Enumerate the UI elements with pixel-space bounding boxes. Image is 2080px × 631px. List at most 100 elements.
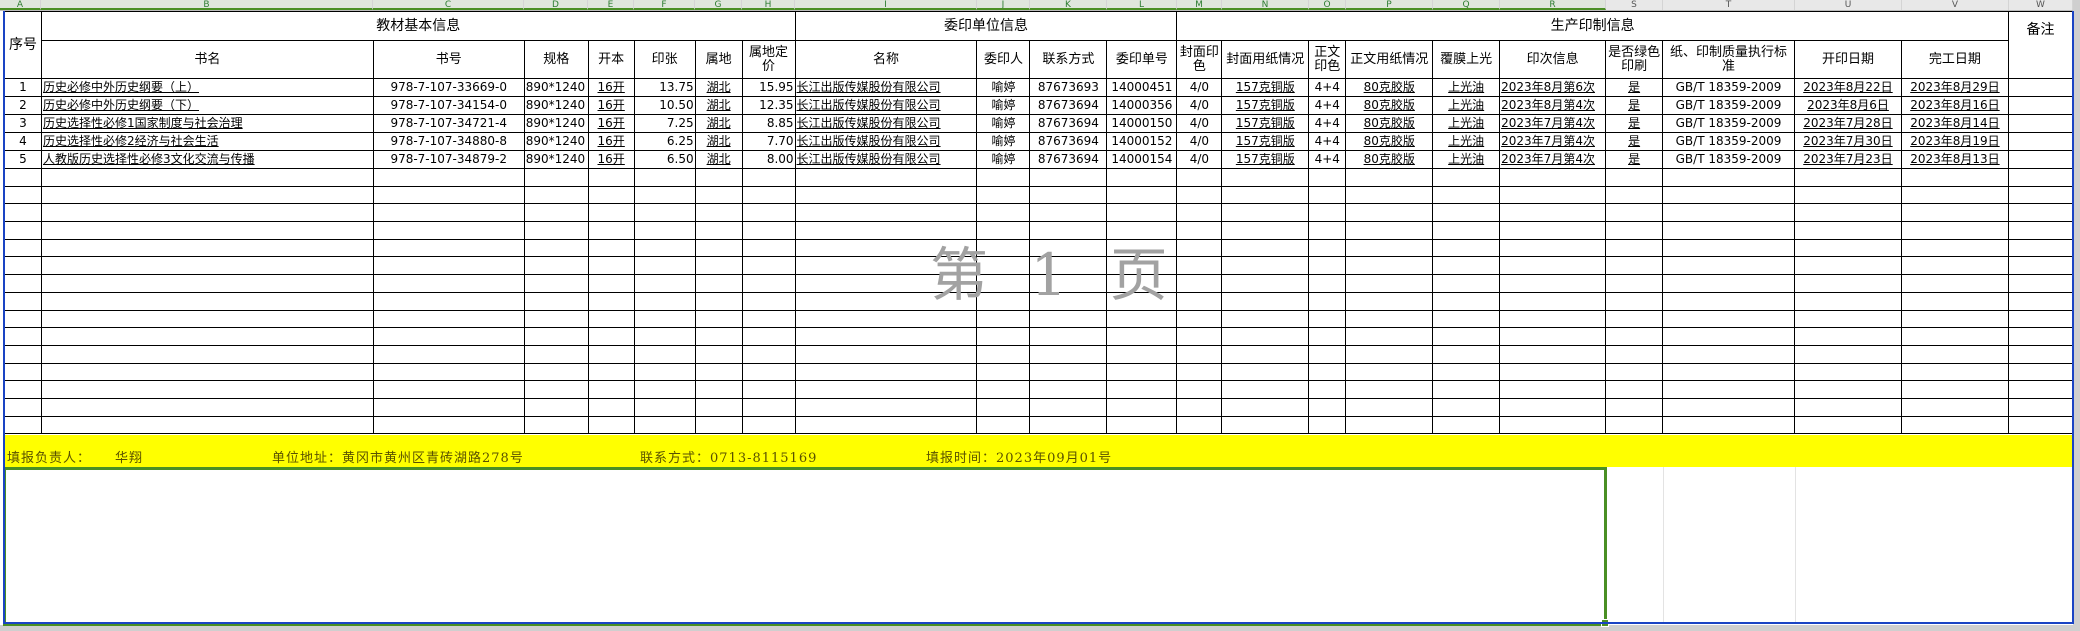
empty-cell[interactable] — [1662, 185, 1795, 205]
empty-cell[interactable] — [633, 415, 696, 435]
table-cell[interactable]: 16开 — [587, 78, 635, 97]
empty-cell[interactable] — [1176, 185, 1223, 205]
column-header-w[interactable]: W — [2009, 0, 2073, 10]
table-cell[interactable]: 喻婷 — [976, 78, 1031, 97]
empty-cell[interactable] — [1900, 380, 2009, 399]
table-cell[interactable]: GB/T 18359-2009 — [1662, 78, 1795, 97]
table-cell[interactable]: 15.95 — [741, 78, 796, 97]
empty-cell[interactable] — [1793, 327, 1902, 346]
empty-cell[interactable] — [694, 344, 743, 364]
empty-cell[interactable] — [694, 185, 743, 205]
empty-cell[interactable] — [1499, 203, 1607, 223]
column-header-o[interactable]: O — [1309, 0, 1346, 10]
empty-cell[interactable] — [4, 362, 42, 382]
empty-cell[interactable] — [1432, 291, 1501, 311]
empty-cell[interactable] — [1308, 203, 1347, 223]
empty-cell[interactable] — [1106, 344, 1178, 364]
empty-cell[interactable] — [2007, 185, 2074, 205]
table-cell[interactable]: 是 — [1605, 114, 1664, 133]
empty-cell[interactable] — [372, 309, 525, 329]
empty-cell[interactable] — [523, 168, 589, 187]
empty-cell[interactable] — [2007, 291, 2074, 311]
empty-cell[interactable] — [1900, 238, 2009, 258]
empty-cell[interactable] — [1308, 415, 1347, 435]
empty-cell[interactable] — [1793, 344, 1902, 364]
header-field[interactable]: 书号 — [372, 40, 525, 79]
empty-cell[interactable] — [741, 415, 796, 435]
empty-cell[interactable] — [1308, 309, 1347, 329]
selection-range[interactable] — [3, 467, 1607, 626]
empty-cell[interactable] — [372, 256, 525, 276]
table-cell[interactable]: GB/T 18359-2009 — [1662, 132, 1795, 151]
table-cell[interactable]: 87673694 — [1029, 150, 1108, 169]
table-cell[interactable]: 4 — [4, 132, 42, 151]
empty-cell[interactable] — [1029, 380, 1108, 399]
empty-cell[interactable] — [1345, 168, 1434, 187]
empty-cell[interactable] — [523, 185, 589, 205]
empty-cell[interactable] — [1432, 415, 1501, 435]
table-cell[interactable]: 890*1240 — [523, 150, 589, 169]
table-cell[interactable]: 80克胶版 — [1345, 114, 1434, 133]
table-cell[interactable]: 湖北 — [694, 132, 743, 151]
empty-cell[interactable] — [1662, 397, 1795, 417]
empty-cell[interactable] — [1499, 397, 1607, 417]
table-cell[interactable]: GB/T 18359-2009 — [1662, 150, 1795, 169]
empty-cell[interactable] — [1662, 168, 1795, 187]
empty-cell[interactable] — [1221, 221, 1310, 240]
empty-cell[interactable] — [1793, 238, 1902, 258]
empty-cell[interactable] — [794, 185, 978, 205]
empty-cell[interactable] — [1662, 415, 1795, 435]
empty-cell[interactable] — [1106, 168, 1178, 187]
empty-cell[interactable] — [523, 397, 589, 417]
table-cell[interactable] — [2007, 150, 2074, 169]
column-header-i[interactable]: I — [795, 0, 977, 10]
empty-cell[interactable] — [372, 168, 525, 187]
table-cell[interactable]: 978-7-107-33669-0 — [372, 78, 525, 97]
table-cell[interactable]: 是 — [1605, 150, 1664, 169]
header-group-client[interactable]: 委印单位信息 — [794, 11, 1178, 41]
table-cell[interactable]: 4/0 — [1176, 132, 1223, 151]
empty-cell[interactable] — [1605, 256, 1664, 276]
empty-cell[interactable] — [4, 203, 42, 223]
empty-cell[interactable] — [976, 309, 1031, 329]
empty-cell[interactable] — [633, 168, 696, 187]
table-cell[interactable]: 7.25 — [633, 114, 696, 133]
header-field[interactable]: 覆膜上光 — [1432, 40, 1501, 79]
empty-cell[interactable] — [1029, 168, 1108, 187]
empty-cell[interactable] — [4, 168, 42, 187]
column-header-s[interactable]: S — [1606, 0, 1663, 10]
empty-cell[interactable] — [2007, 221, 2074, 240]
table-cell[interactable]: 历史选择性必修2经济与社会生活 — [40, 132, 374, 151]
empty-cell[interactable] — [1432, 380, 1501, 399]
table-cell[interactable] — [2007, 96, 2074, 115]
empty-cell[interactable] — [2007, 256, 2074, 276]
empty-cell[interactable] — [1793, 203, 1902, 223]
empty-cell[interactable] — [1345, 238, 1434, 258]
empty-cell[interactable] — [40, 256, 374, 276]
empty-cell[interactable] — [976, 327, 1031, 346]
empty-cell[interactable] — [1432, 362, 1501, 382]
column-header-v[interactable]: V — [1902, 0, 2009, 10]
empty-cell[interactable] — [1106, 397, 1178, 417]
empty-cell[interactable] — [1499, 309, 1607, 329]
column-header-e[interactable]: E — [588, 0, 634, 10]
empty-cell[interactable] — [1605, 327, 1664, 346]
table-cell[interactable]: 上光油 — [1432, 78, 1501, 97]
empty-cell[interactable] — [2007, 415, 2074, 435]
empty-cell[interactable] — [1793, 274, 1902, 293]
empty-cell[interactable] — [1793, 221, 1902, 240]
column-header-u[interactable]: U — [1795, 0, 1902, 10]
empty-cell[interactable] — [741, 362, 796, 382]
empty-cell[interactable] — [1029, 415, 1108, 435]
empty-cell[interactable] — [587, 238, 635, 258]
table-cell[interactable]: 长江出版传媒股份有限公司 — [794, 150, 978, 169]
column-header-a[interactable]: A — [0, 0, 41, 10]
table-cell[interactable]: 2023年7月30日 — [1793, 132, 1902, 151]
table-cell[interactable]: 2023年7月23日 — [1793, 150, 1902, 169]
empty-cell[interactable] — [1499, 380, 1607, 399]
column-header-p[interactable]: P — [1346, 0, 1433, 10]
empty-cell[interactable] — [4, 327, 42, 346]
empty-cell[interactable] — [1176, 168, 1223, 187]
empty-cell[interactable] — [372, 380, 525, 399]
header-group-production[interactable]: 生产印制信息 — [1176, 11, 2009, 41]
